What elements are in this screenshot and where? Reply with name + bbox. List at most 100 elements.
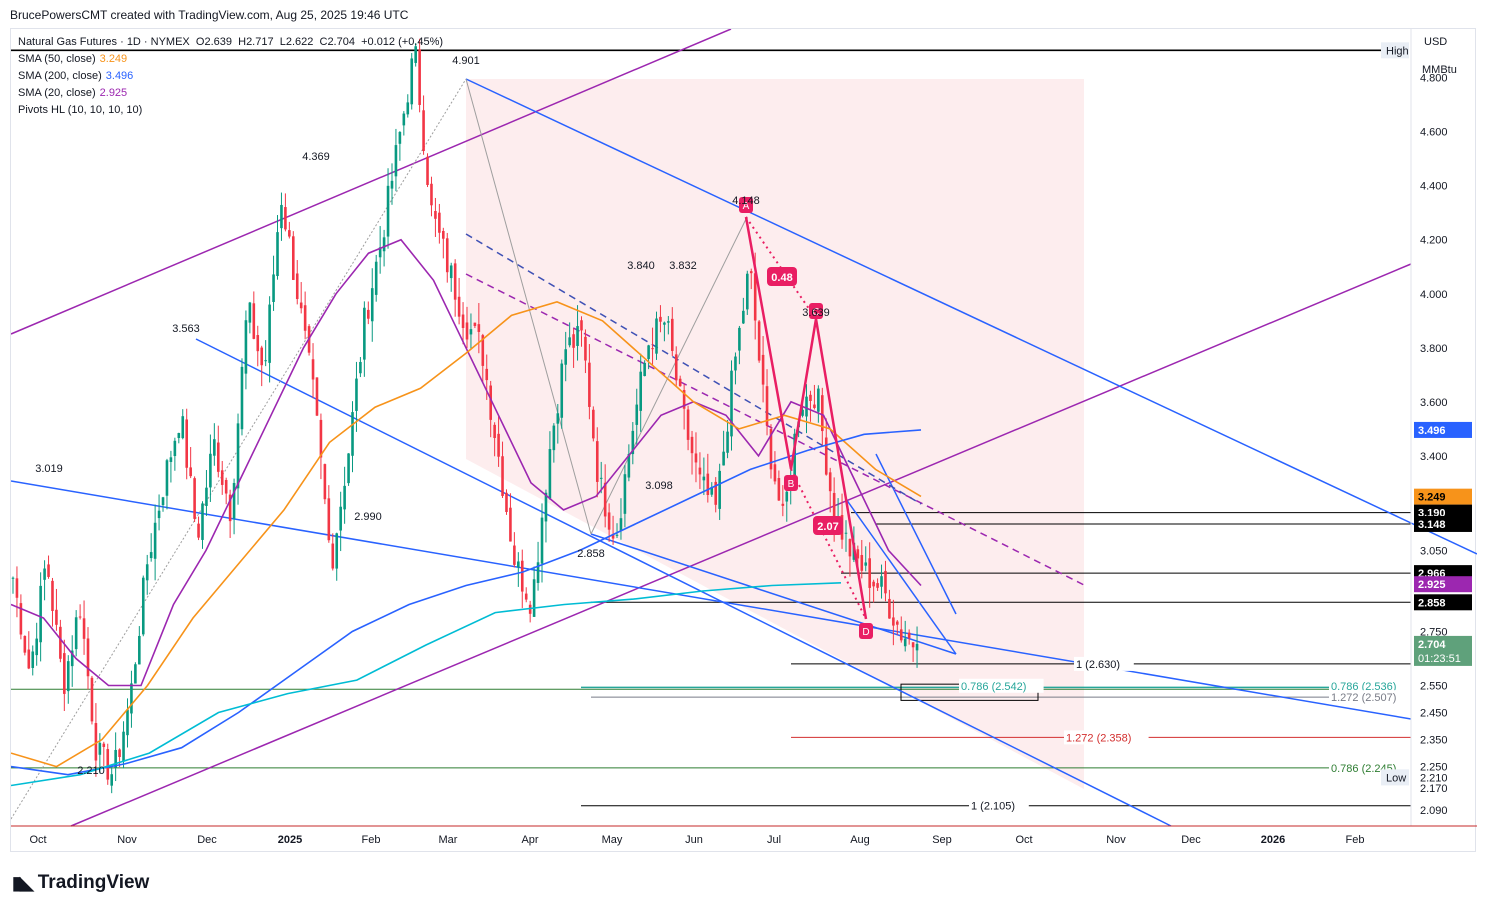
candle-body [469, 329, 473, 335]
candle-body [284, 207, 287, 230]
candle-body [130, 683, 133, 714]
ohlc-change: +0.012 (+0.45%) [361, 36, 444, 48]
candle-body [165, 460, 169, 496]
candle-body [884, 570, 887, 594]
candle-body [753, 273, 757, 321]
candle-body [663, 322, 666, 325]
candle-body [477, 324, 481, 332]
price-tag-bg [1414, 488, 1472, 505]
tradingview-logo-icon: ▮◣ [12, 872, 34, 893]
candle-body [82, 618, 86, 639]
pattern-point-badge [784, 475, 798, 491]
candles-group [11, 38, 919, 794]
price-tag-value: 2.858 [1418, 597, 1446, 609]
candle-body [595, 441, 599, 482]
candle-body [892, 617, 895, 626]
candle-body [15, 578, 19, 598]
candle-body [138, 635, 141, 665]
chart-frame[interactable]: A B C D 0.48 2.07 4.901 4.369 3.563 3.019 2.990 2.2… [10, 28, 1477, 853]
candle-body [876, 583, 879, 588]
legend-pivots[interactable]: Pivots HL (10, 10, 10, 10) [18, 104, 143, 116]
pattern-point-label: A [743, 201, 750, 212]
trend-line [875, 453, 957, 615]
candle-body [682, 390, 686, 409]
candle-body [757, 321, 761, 361]
price-tag-side-label: Low [1386, 772, 1406, 784]
fib-level-label: 0.786 (2.542) [961, 681, 1026, 693]
legend-sma200[interactable]: SMA (200, close) 3.496 [18, 70, 134, 82]
time-axis-tick: May [602, 834, 623, 846]
pivot-line [590, 218, 747, 535]
unit-selector[interactable]: MMBtu [1422, 64, 1457, 76]
price-axis-tick: 2.170 [1420, 783, 1448, 795]
pivot-label: 3.563 [172, 323, 200, 335]
candle-body [619, 518, 623, 532]
time-axis-tick: Aug [850, 834, 870, 846]
candle-body [556, 413, 560, 424]
fib-label-bg [969, 798, 1029, 813]
candle-body [390, 180, 394, 189]
currency-selector[interactable]: USD [1424, 36, 1448, 48]
pattern-shade [466, 79, 1084, 789]
legend-symbol-row[interactable]: Natural Gas Futures · 1D · NYMEX O2.639 … [18, 34, 443, 51]
candle-body [280, 204, 283, 229]
time-axis-tick: Nov [1106, 834, 1126, 846]
candle-body [311, 359, 315, 380]
time-axis-tick: Oct [29, 834, 46, 846]
pivot-label: 3.098 [645, 480, 673, 492]
price-tag-side-label-bg [1381, 42, 1409, 59]
price-chart[interactable]: A B C D 0.48 2.07 4.901 4.369 3.563 3.019 2.990 2.2… [11, 29, 1477, 853]
candle-body [319, 419, 323, 458]
pivot-label: 3.840 [627, 260, 655, 272]
candle-body [394, 145, 398, 177]
candle-body [738, 327, 741, 351]
price-axis-tick: 4.600 [1420, 127, 1448, 139]
candle-body [532, 579, 536, 617]
fib-label-bg [1064, 730, 1149, 745]
candle-body [548, 449, 552, 499]
price-axis-tick: 3.050 [1420, 545, 1448, 557]
price-axis-tick: 2.090 [1420, 805, 1448, 817]
price-axis-tick: 3.400 [1420, 451, 1448, 463]
candle-body [457, 296, 461, 317]
tradingview-branding[interactable]: ▮◣ TradingView [12, 872, 149, 894]
pivot-label: 3.832 [669, 260, 697, 272]
sma-line [11, 238, 922, 687]
candle-body [118, 749, 121, 757]
candle-body [888, 598, 891, 619]
candle-body [505, 492, 508, 512]
candle-body [252, 303, 256, 339]
candle-body [824, 437, 828, 475]
sma-line [11, 301, 922, 768]
price-tag-countdown: 01:23:51 [1418, 653, 1461, 665]
candle-body [181, 416, 185, 439]
candle-body [915, 643, 919, 651]
time-axis-tick: Nov [117, 834, 137, 846]
candle-body [102, 743, 106, 747]
candle-body [236, 423, 240, 489]
legend-sma20[interactable]: SMA (20, close) 2.925 [18, 87, 128, 99]
candle-body [438, 212, 441, 233]
candle-body [110, 774, 113, 786]
candle-body [809, 394, 812, 401]
fib-label-bg [959, 678, 1044, 693]
candle-body [453, 263, 457, 300]
pattern-point-label: C [812, 307, 819, 318]
candle-body [745, 273, 749, 310]
candle-body [43, 568, 46, 580]
candle-body [674, 354, 678, 381]
candle-body [260, 347, 264, 366]
candle-body [623, 474, 627, 514]
trend-line [11, 480, 1412, 720]
candle-body [667, 321, 670, 323]
candle-body [773, 464, 777, 482]
candle-body [94, 723, 98, 761]
candle-body [568, 337, 571, 346]
candle-body [244, 320, 248, 374]
candle-body [552, 425, 556, 451]
pivot-label: 2.858 [577, 548, 605, 560]
legend-sma50[interactable]: SMA (50, close) 3.249 [18, 53, 128, 65]
candle-body [374, 261, 378, 295]
symbol-name: Natural Gas Futures · 1D · NYMEX [18, 36, 190, 48]
candle-body [896, 621, 899, 625]
